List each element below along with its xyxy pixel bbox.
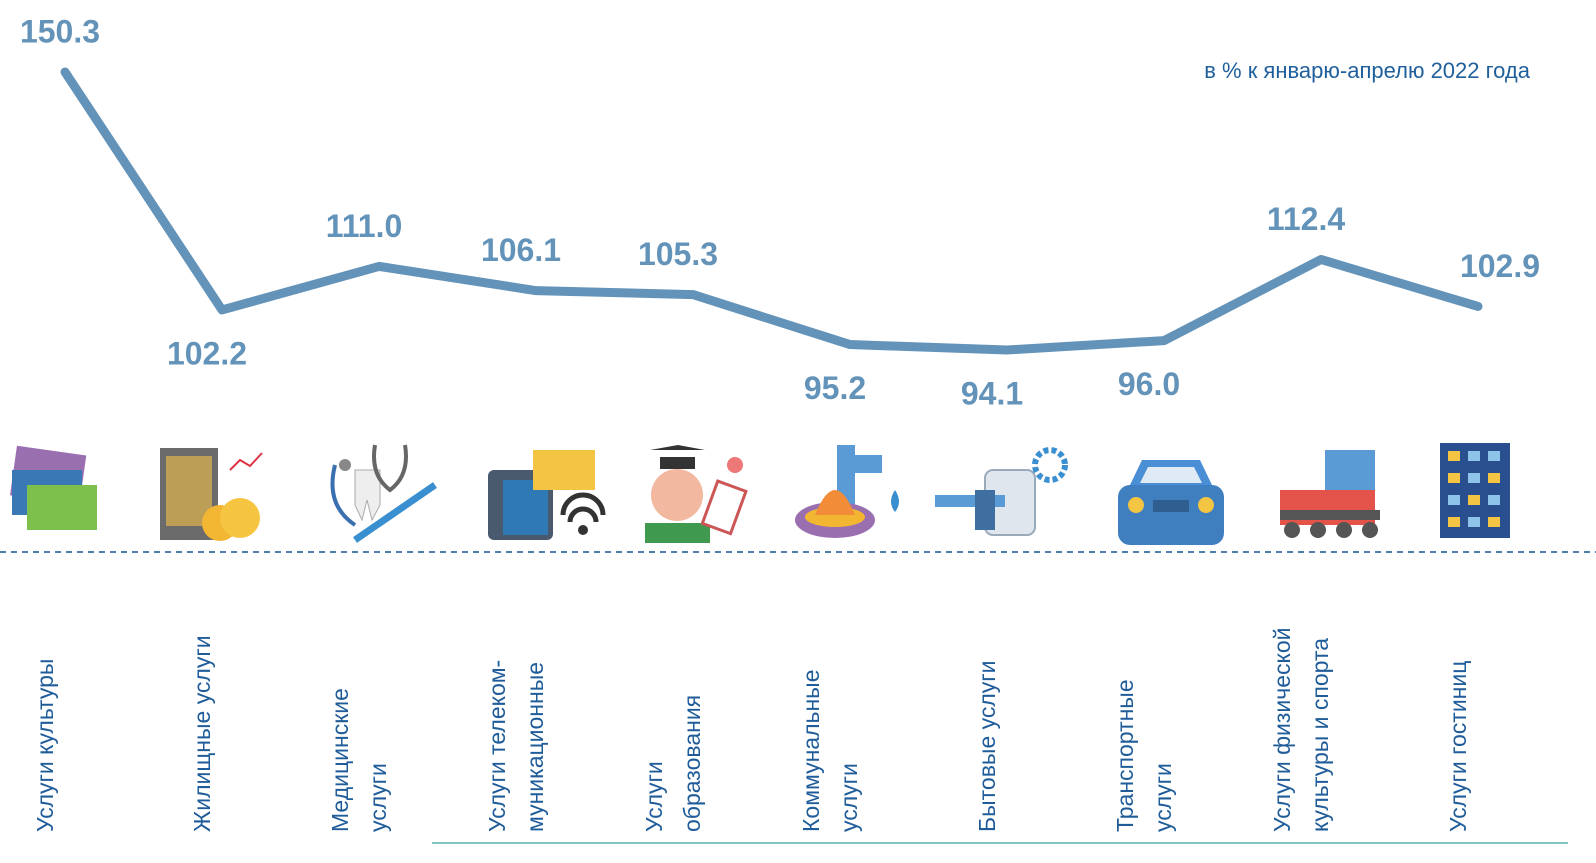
category-label: Транспортные <box>1112 679 1138 832</box>
value-label: 95.2 <box>804 370 866 406</box>
category-label: услуги <box>836 763 862 832</box>
category-label: Коммунальные <box>798 670 824 833</box>
category-label: Медицинские <box>327 688 353 832</box>
category-label: культуры и спорта <box>1307 638 1333 832</box>
category-label: Услуги культуры <box>32 659 58 832</box>
category-label: Услуги физической <box>1269 627 1295 832</box>
value-label: 112.4 <box>1267 201 1346 237</box>
category-label: услуги <box>1150 763 1176 832</box>
category-label: Бытовые услуги <box>974 660 1000 832</box>
value-label: 106.1 <box>481 232 561 268</box>
category-label: Услуги гостиниц <box>1445 661 1471 832</box>
value-label: 111.0 <box>326 208 403 244</box>
value-label: 105.3 <box>638 236 718 272</box>
category-label: услуги <box>365 763 391 832</box>
value-label: 94.1 <box>961 375 1023 411</box>
icons <box>9 443 1510 545</box>
category-label: Услуги <box>641 761 667 832</box>
category-label: муникационные <box>522 662 548 832</box>
category-label: Жилищные услуги <box>189 635 215 832</box>
category-label: Услуги телеком- <box>484 660 510 832</box>
value-label: 102.9 <box>1460 248 1540 284</box>
value-label: 102.2 <box>167 335 247 371</box>
chart-subtitle: в % к январю-апрелю 2022 года <box>1204 58 1531 83</box>
data-line <box>60 67 1483 355</box>
value-label: 96.0 <box>1118 366 1180 402</box>
value-label: 150.3 <box>20 13 100 49</box>
category-label: образования <box>679 695 705 832</box>
